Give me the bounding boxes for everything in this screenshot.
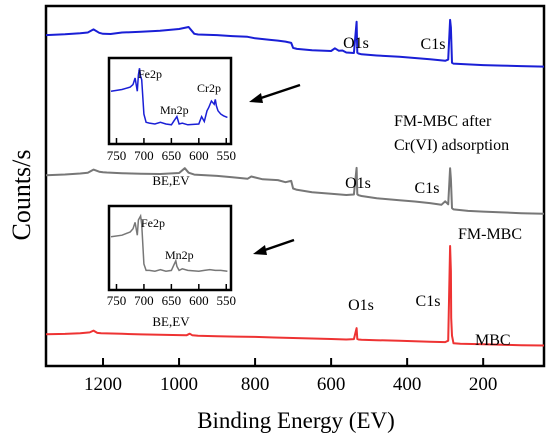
x-axis-ticks: 1200 1000 800 600 400 200	[84, 358, 497, 395]
arrow-top	[249, 83, 301, 103]
arrow-bottom	[253, 238, 295, 255]
c1s-label-red: C1s	[416, 293, 441, 310]
inset-top-mn2p-label: Mn2p	[160, 103, 189, 117]
o1s-label-gray: O1s	[345, 175, 371, 192]
inset-bottom-fe2p-label: Fe2p	[141, 216, 165, 230]
c1s-label-blue: C1s	[421, 36, 446, 53]
inset-top-xlabel: BE,EV	[152, 173, 190, 188]
inset-top-ticks: 750 700 650 600 550	[107, 138, 236, 163]
x-axis-label: Binding Energy (EV)	[197, 408, 395, 433]
series-line-2	[45, 18, 545, 68]
x-tick-label: 1000	[160, 374, 198, 395]
inset-top-spectrum	[110, 68, 228, 126]
inset-tick-label: 550	[217, 148, 237, 163]
plot-frame	[44, 4, 546, 368]
x-tick-label: 1200	[84, 374, 122, 395]
series-label-blue-line1: FM-MBC after	[394, 113, 492, 130]
inset-tick-label: 650	[162, 293, 182, 308]
series-line-0	[45, 245, 545, 347]
x-tick-label: 400	[393, 374, 422, 395]
inset-top-cr2p-label: Cr2p	[197, 81, 221, 95]
inset-tick-label: 600	[189, 293, 209, 308]
inset-tick-label: 750	[107, 293, 127, 308]
series-label-blue-line2: Cr(VI) adsorption	[394, 137, 509, 154]
inset-tick-label: 550	[217, 293, 237, 308]
x-tick-label: 800	[241, 374, 270, 395]
inset-tick-label: 750	[107, 148, 127, 163]
series-layer	[45, 18, 545, 347]
inset-bottom-frame	[107, 204, 233, 292]
inset-tick-label: 650	[162, 148, 182, 163]
inset-top-frame	[107, 56, 233, 146]
inset-bottom-spectrum	[110, 213, 228, 272]
series-line-1	[45, 166, 545, 215]
inset-tick-label: 600	[189, 148, 209, 163]
c1s-label-gray: C1s	[415, 180, 440, 197]
inset-bottom-ticks: 750 700 650 600 550	[107, 284, 236, 308]
inset-bottom-xlabel: BE,EV	[152, 314, 190, 329]
series-label-red: MBC	[475, 332, 511, 349]
inset-tick-label: 700	[134, 293, 154, 308]
inset-top: 750 700 650 600 550 Fe2p Mn2p Cr2p BE,EV	[107, 56, 236, 188]
inset-bottom: 750 700 650 600 550 Fe2p Mn2p BE,EV	[107, 204, 236, 329]
x-tick-label: 200	[469, 374, 498, 395]
series-label-gray: FM-MBC	[458, 226, 522, 243]
x-tick-label: 600	[317, 374, 346, 395]
o1s-label-red: O1s	[348, 297, 374, 314]
inset-tick-label: 700	[134, 148, 154, 163]
inset-bottom-mn2p-label: Mn2p	[165, 248, 194, 262]
o1s-label-blue: O1s	[343, 35, 369, 52]
inset-top-fe2p-label: Fe2p	[138, 67, 162, 81]
y-axis-label: Counts/s	[7, 149, 36, 240]
